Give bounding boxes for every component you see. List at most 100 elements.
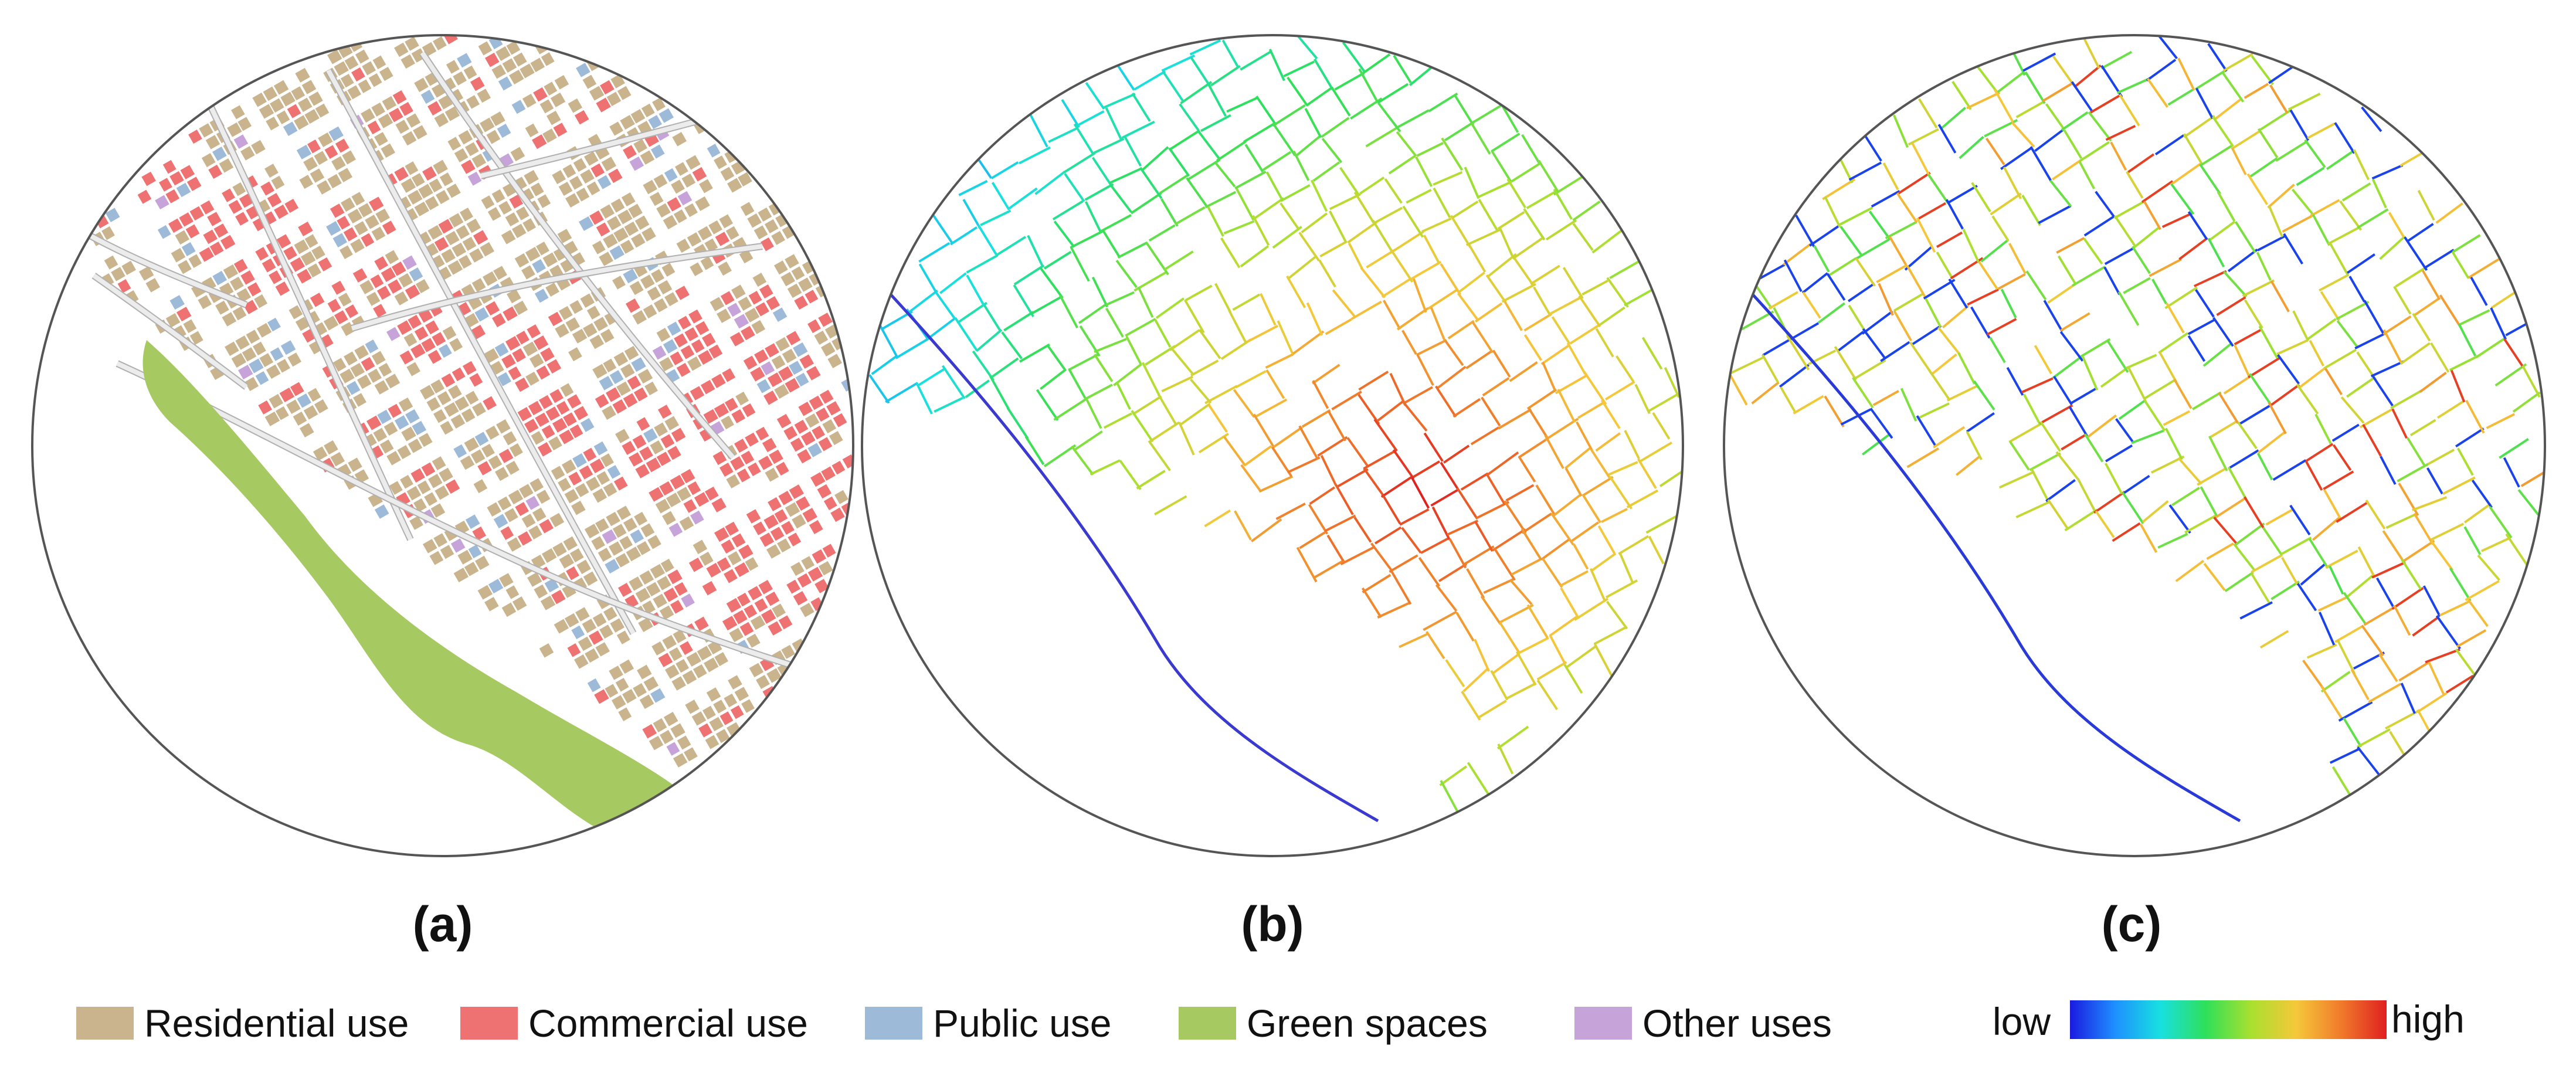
building-block <box>376 286 391 300</box>
building-block <box>690 262 704 276</box>
street-segment <box>1299 531 1326 549</box>
street-segment <box>1948 278 1969 309</box>
street-segment <box>1518 437 1549 459</box>
street-segment <box>973 152 993 179</box>
building-block <box>569 300 583 314</box>
street-segment <box>1918 202 1946 220</box>
building-block <box>719 214 734 229</box>
street-segment <box>2422 585 2441 617</box>
street-segment <box>2143 201 2161 230</box>
street-segment <box>2021 377 2054 393</box>
street-segment <box>1553 188 1573 220</box>
street-segment <box>1216 140 1247 162</box>
building-block <box>739 622 754 636</box>
street-segment <box>2375 577 2394 607</box>
building-block <box>386 327 401 341</box>
street-segment <box>1990 192 2022 216</box>
street-segment <box>918 263 937 293</box>
street-segment <box>2170 183 2195 215</box>
building-block <box>569 176 583 190</box>
building-block <box>609 370 624 385</box>
building-block <box>799 354 814 369</box>
street-segment <box>1390 569 1412 605</box>
street-segment <box>1478 700 1507 718</box>
street-segment <box>926 317 956 340</box>
building-block <box>460 455 475 470</box>
building-block <box>609 121 623 136</box>
building-block <box>580 417 595 432</box>
street-segment <box>1509 579 1533 605</box>
street-segment <box>1571 521 1599 542</box>
street-segment <box>1027 235 1044 268</box>
building-block <box>534 288 549 303</box>
street-segment <box>1324 514 1356 532</box>
street-segment <box>2436 400 2465 419</box>
building-block <box>171 247 186 263</box>
street-segment <box>2157 532 2188 549</box>
building-block <box>654 422 668 437</box>
building-block <box>414 77 429 93</box>
street-segment <box>1148 440 1171 471</box>
building-block <box>733 610 748 624</box>
street-segment <box>1572 543 1589 570</box>
street-segment <box>1180 402 1211 425</box>
building-block <box>647 286 661 301</box>
street-segment <box>2232 130 2262 149</box>
building-block <box>595 518 609 532</box>
street-segment <box>2401 558 2422 590</box>
building-block <box>516 331 530 345</box>
street-segment <box>2494 363 2527 387</box>
street-segment <box>1374 526 1402 545</box>
building-block <box>691 711 707 726</box>
building-block <box>399 101 413 116</box>
legend-label: Public use <box>933 1002 1112 1045</box>
street-segment <box>1358 371 1389 391</box>
building-block <box>629 576 643 591</box>
street-segment <box>1848 161 1882 181</box>
building-block <box>540 347 555 362</box>
building-block <box>255 371 269 385</box>
building-block <box>738 172 752 187</box>
building-block <box>444 106 460 121</box>
building-block <box>786 579 800 594</box>
building-block <box>790 437 805 452</box>
street-segment <box>1526 190 1557 209</box>
building-block <box>472 526 487 541</box>
street-segment <box>1296 546 1318 583</box>
street-segment <box>2006 366 2024 396</box>
building-block <box>482 271 498 286</box>
building-block <box>691 339 705 354</box>
building-block <box>273 80 289 95</box>
street-segment <box>1985 137 2005 165</box>
street-segment <box>1595 432 1621 452</box>
street-segment <box>2283 233 2304 265</box>
street-segment <box>2312 516 2341 541</box>
building-block <box>630 233 646 248</box>
building-block <box>169 295 185 310</box>
street-segment <box>2071 266 2106 287</box>
street-segment <box>1465 228 1501 246</box>
building-block <box>347 85 361 100</box>
building-block <box>660 729 674 744</box>
building-block <box>391 262 406 276</box>
building-block <box>541 425 555 439</box>
building-block <box>761 361 775 376</box>
building-block <box>653 174 668 188</box>
building-block <box>805 413 820 428</box>
building-block <box>511 223 527 239</box>
street-segment <box>1283 60 1315 77</box>
building-block <box>830 507 845 522</box>
street-segment <box>1986 318 2017 336</box>
street-segment <box>2183 133 2204 167</box>
street-segment <box>1235 370 1267 389</box>
street-segment <box>1496 725 1529 750</box>
building-block <box>573 654 589 669</box>
building-block <box>789 361 803 375</box>
street-segment <box>1957 352 1976 385</box>
building-block <box>303 405 318 420</box>
street-segment <box>909 289 939 313</box>
building-block <box>280 91 296 107</box>
street-segment <box>1070 445 1094 476</box>
street-segment <box>1327 410 1346 442</box>
building-block <box>235 212 249 226</box>
